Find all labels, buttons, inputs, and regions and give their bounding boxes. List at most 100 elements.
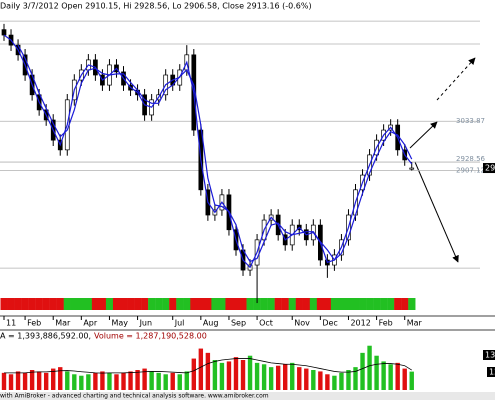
x-tick-label: Feb bbox=[379, 319, 393, 328]
direction-strip bbox=[127, 298, 135, 310]
direction-strip bbox=[148, 298, 156, 310]
volume-bar bbox=[367, 345, 372, 390]
volume-bar bbox=[72, 374, 77, 390]
direction-strip bbox=[91, 298, 100, 310]
direction-strip bbox=[112, 298, 121, 310]
direction-strip bbox=[260, 298, 268, 310]
volume-bar bbox=[43, 372, 49, 390]
direction-strip bbox=[119, 298, 128, 310]
direction-strip bbox=[134, 298, 142, 310]
volume-bar bbox=[297, 367, 302, 390]
x-tick-label: May bbox=[111, 319, 128, 328]
volume-bar bbox=[226, 361, 232, 390]
volume-bar bbox=[353, 367, 358, 390]
direction-strip bbox=[56, 298, 64, 310]
x-tick-label: Oct bbox=[259, 319, 273, 328]
direction-strip bbox=[162, 298, 170, 310]
volume-bar bbox=[107, 372, 112, 390]
moving-average bbox=[17, 44, 413, 263]
volume-bar bbox=[184, 371, 189, 390]
volume-bar bbox=[86, 374, 91, 390]
direction-strip bbox=[70, 298, 79, 310]
volume-bar bbox=[93, 372, 98, 390]
direction-strip bbox=[105, 298, 114, 310]
x-tick-label: Apr bbox=[83, 319, 98, 328]
x-tick-label: Nov bbox=[294, 319, 310, 328]
volume-bar bbox=[170, 372, 175, 390]
volume-bar bbox=[15, 371, 21, 390]
volume-bar bbox=[318, 371, 323, 390]
direction-strip bbox=[281, 298, 289, 310]
direction-strip bbox=[295, 298, 303, 310]
direction-strip bbox=[211, 298, 219, 310]
direction-strip bbox=[49, 298, 57, 310]
footer-bar bbox=[0, 392, 495, 400]
direction-strip bbox=[197, 298, 205, 310]
volume-bar bbox=[290, 362, 295, 390]
direction-strip bbox=[183, 298, 191, 310]
volume-bar bbox=[135, 370, 140, 390]
arrow bbox=[414, 161, 459, 263]
volume-ma-label: 1393886592 bbox=[485, 351, 495, 360]
header: Daily 3/7/2012 Open 2910.15, Hi 2928.56,… bbox=[0, 2, 312, 11]
direction-strip bbox=[380, 298, 388, 310]
direction-strip bbox=[225, 298, 233, 310]
x-tick-label: Aug bbox=[203, 319, 219, 328]
volume-bar bbox=[219, 362, 225, 390]
direction-strip bbox=[323, 298, 332, 310]
direction-strip bbox=[246, 298, 254, 310]
volume-bar bbox=[304, 368, 309, 390]
volume-bar bbox=[346, 370, 351, 390]
volume-bar bbox=[198, 348, 204, 390]
direction-strip bbox=[14, 298, 22, 310]
candle-body bbox=[409, 167, 415, 170]
last-price-label: 2913.16 bbox=[485, 164, 495, 173]
volume-bar bbox=[261, 364, 267, 390]
volume-bar bbox=[58, 367, 63, 390]
volume-bar bbox=[100, 371, 105, 390]
volume-bar bbox=[149, 371, 154, 390]
x-tick-label: Jul bbox=[174, 319, 185, 328]
direction-strip bbox=[204, 298, 212, 310]
direction-strip bbox=[408, 298, 416, 310]
direction-strip bbox=[351, 298, 360, 310]
volume-bar bbox=[388, 364, 393, 390]
x-tick-label: Mar bbox=[407, 319, 423, 328]
volume-bar bbox=[381, 361, 386, 390]
direction-strip bbox=[373, 298, 381, 310]
direction-strip bbox=[84, 298, 93, 310]
direction-strip bbox=[77, 298, 86, 310]
direction-strip bbox=[267, 298, 275, 310]
volume-bar bbox=[65, 371, 70, 390]
direction-strip bbox=[309, 298, 318, 310]
direction-strip bbox=[366, 298, 374, 310]
volume-bar bbox=[191, 358, 197, 390]
volume-bar bbox=[22, 372, 28, 390]
volume-bar bbox=[121, 372, 126, 390]
x-tick-label: Feb bbox=[27, 319, 41, 328]
direction-strip bbox=[176, 298, 184, 310]
direction-strip bbox=[232, 298, 240, 310]
direction-strip bbox=[42, 298, 50, 310]
last-price-box bbox=[483, 163, 495, 174]
direction-strip bbox=[330, 298, 339, 310]
volume-bar bbox=[247, 355, 253, 390]
x-tick-label: 2012 bbox=[350, 319, 370, 328]
candle-body bbox=[1, 29, 7, 36]
volume-box bbox=[487, 367, 495, 377]
volume-header: Volume = 1,287,190,528.00 bbox=[94, 332, 207, 341]
volume-bar bbox=[402, 368, 407, 390]
direction-strip bbox=[7, 298, 15, 310]
direction-strip bbox=[394, 298, 402, 310]
level-label: 2928.56 bbox=[456, 155, 485, 163]
volume-bar bbox=[114, 374, 119, 390]
volume-bar bbox=[156, 372, 161, 390]
volume-ma-header: A = 1,393,886,592.00, bbox=[0, 332, 91, 341]
volume-bar bbox=[163, 374, 168, 390]
direction-strip bbox=[288, 298, 296, 310]
volume-bar bbox=[128, 371, 133, 390]
direction-strip bbox=[218, 298, 226, 310]
volume-bar bbox=[36, 371, 42, 390]
direction-strip bbox=[274, 298, 282, 310]
volume-bar bbox=[311, 370, 316, 390]
